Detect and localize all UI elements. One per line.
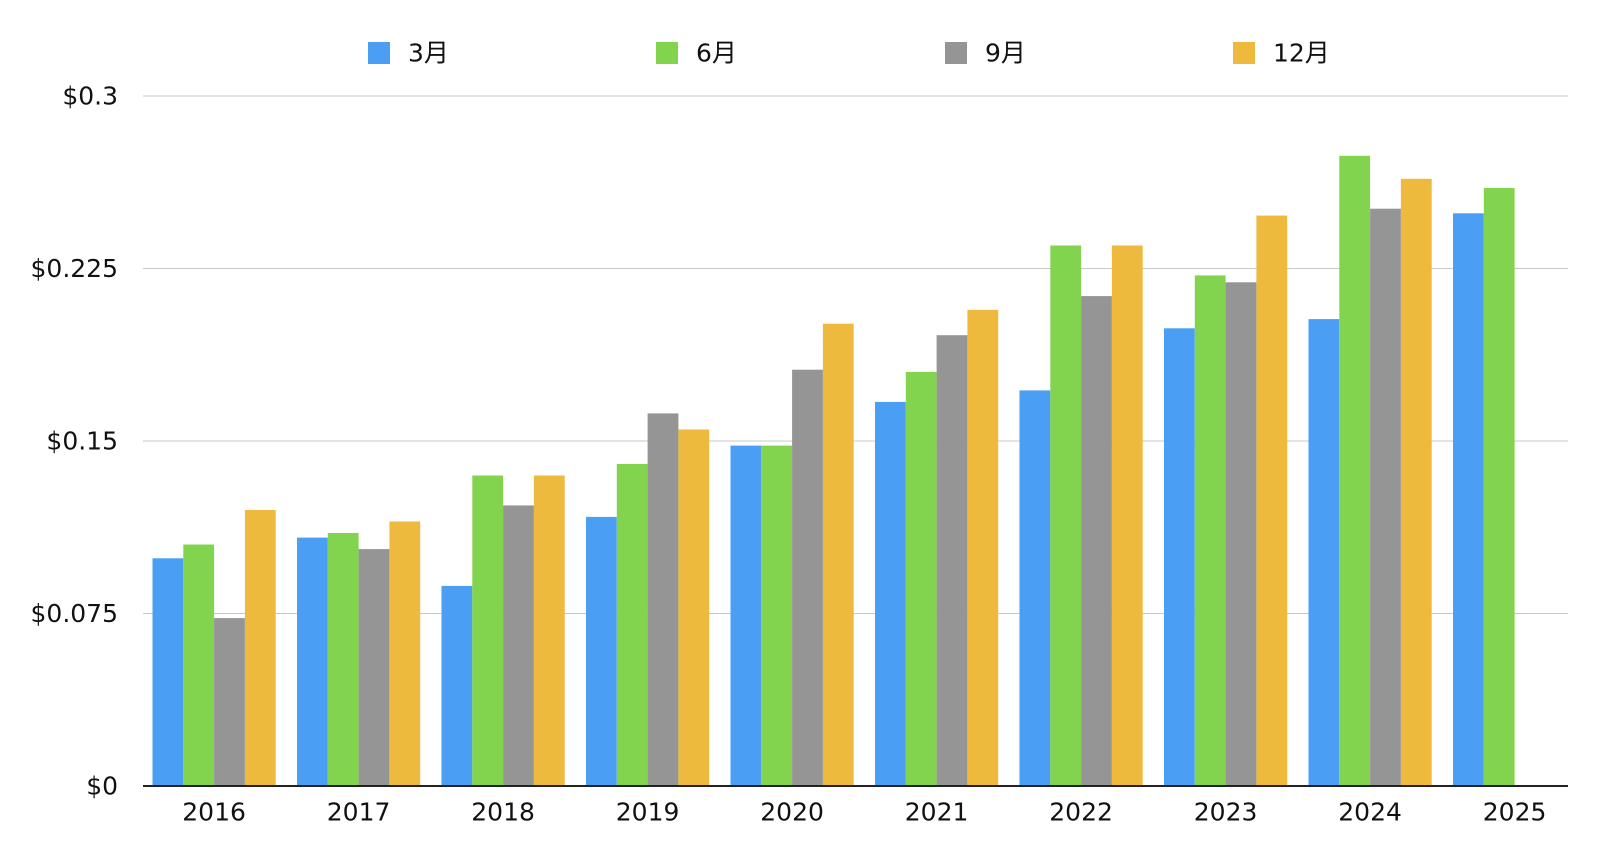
y-tick-label: $0.3 [62, 82, 118, 111]
bar [1194, 275, 1226, 786]
bar [1111, 245, 1143, 786]
bar [533, 475, 565, 786]
bar [1453, 213, 1484, 787]
bar [792, 369, 823, 786]
legend-swatch [368, 42, 390, 64]
legend-label: 12月 [1273, 39, 1330, 68]
bar [616, 464, 648, 786]
bar [1081, 296, 1112, 786]
legend-label: 9月 [985, 39, 1026, 68]
x-tick-label: 2016 [182, 798, 246, 827]
bar [647, 413, 679, 786]
x-tick-label: 2023 [1194, 798, 1258, 827]
bar [905, 372, 937, 786]
bar [1370, 208, 1401, 786]
bar [678, 429, 710, 786]
x-tick-label: 2024 [1338, 798, 1402, 827]
x-tick-label: 2017 [327, 798, 391, 827]
x-tick-label: 2021 [905, 798, 969, 827]
bar [822, 323, 854, 786]
legend-swatch [945, 42, 967, 64]
x-tick-label: 2025 [1483, 798, 1547, 827]
legend-swatch [1233, 42, 1255, 64]
bar [936, 335, 968, 786]
bar [214, 618, 245, 786]
bar [761, 445, 793, 786]
bar [1050, 245, 1082, 786]
bar [472, 475, 504, 786]
bar [244, 510, 276, 786]
bar [358, 549, 390, 786]
bar [1225, 282, 1257, 786]
x-tick-label: 2020 [760, 798, 824, 827]
bar [297, 537, 328, 786]
bar [1483, 188, 1515, 786]
legend-swatch [656, 42, 678, 64]
y-tick-label: $0.075 [31, 599, 118, 628]
bar [1308, 319, 1340, 786]
bar [875, 401, 906, 786]
legend-label: 6月 [696, 39, 737, 68]
bar [183, 544, 215, 786]
x-tick-label: 2019 [616, 798, 680, 827]
bar [967, 309, 999, 786]
legend: 3月 6月 9月 12月 [368, 39, 1330, 68]
bar [441, 585, 473, 786]
x-tick-label: 2022 [1049, 798, 1113, 827]
bar [730, 445, 762, 786]
bar [503, 505, 534, 786]
bar [389, 521, 421, 786]
y-tick-label: $0.225 [31, 254, 118, 283]
bar [1019, 390, 1051, 786]
bar [327, 533, 359, 786]
legend-label: 3月 [408, 39, 449, 68]
bar [586, 516, 617, 786]
axes: $0 $0.075 $0.15 $0.225 $0.3 2016 2017 2018 2019 2… [31, 82, 1568, 827]
bar [1256, 215, 1288, 787]
bar [1339, 155, 1371, 787]
bars [152, 155, 1515, 787]
bar [152, 558, 184, 786]
bar [1164, 328, 1195, 786]
bar [1400, 178, 1432, 787]
y-tick-label: $0 [86, 772, 118, 801]
x-tick-label: 2018 [471, 798, 535, 827]
y-tick-label: $0.15 [46, 427, 118, 456]
